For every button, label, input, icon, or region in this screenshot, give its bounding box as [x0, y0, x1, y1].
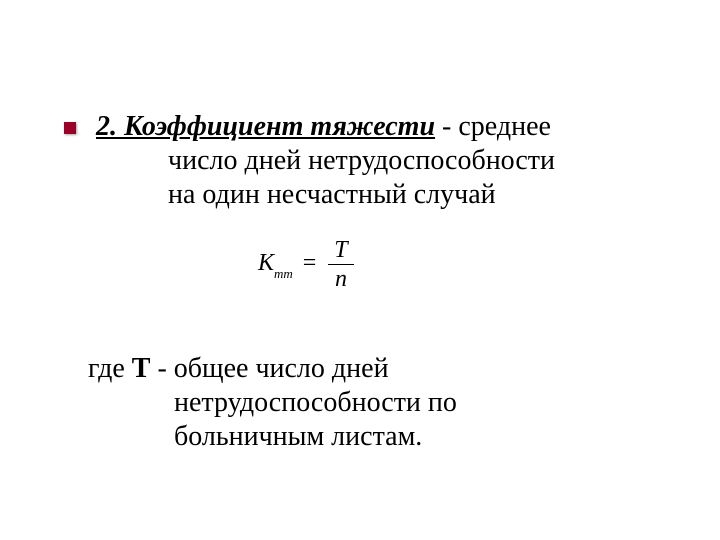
- heading-line-1: 2. Коэффициент тяжести - среднее: [96, 110, 644, 144]
- heading-line-2: число дней нетрудоспособности: [96, 144, 644, 178]
- description-rest1: - общее число дней: [150, 353, 388, 384]
- description-symbol: Т: [132, 353, 151, 384]
- heading-term-text: Коэффициент тяжести: [124, 111, 435, 142]
- formula-denominator: n: [328, 265, 353, 291]
- description-block: где Т - общее число дней нетрудоспособно…: [88, 352, 608, 454]
- description-prefix: где: [88, 353, 132, 384]
- heading-block: 2. Коэффициент тяжести - среднее число д…: [96, 110, 644, 212]
- formula-lhs-var: К: [258, 250, 274, 276]
- heading-rest1: - среднее: [435, 111, 551, 142]
- description-line-2: нетрудоспособности по: [88, 386, 608, 420]
- formula-lhs-sub: mm: [274, 266, 293, 281]
- slide: 2. Коэффициент тяжести - среднее число д…: [0, 0, 720, 540]
- formula-numerator: Т: [328, 238, 353, 265]
- formula-fraction: Т n: [328, 238, 353, 291]
- bullet-marker: [64, 122, 76, 134]
- description-line-3: больничным листам.: [88, 420, 608, 454]
- description-line-1: где Т - общее число дней: [88, 352, 608, 386]
- heading-number: 2. Коэффициент тяжести: [96, 111, 435, 142]
- heading-number-text: 2.: [96, 111, 117, 142]
- formula: Кmm = Т n: [258, 238, 354, 291]
- heading-line-3: на один несчастный случай: [96, 178, 644, 212]
- formula-equals: =: [303, 250, 317, 276]
